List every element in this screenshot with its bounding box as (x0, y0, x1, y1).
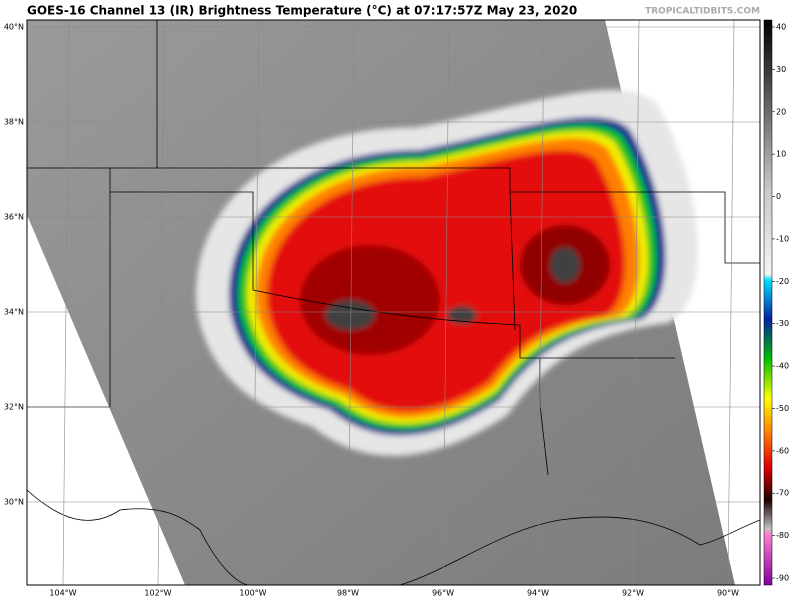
longitude-line (347, 20, 355, 585)
overshooting-top (447, 306, 477, 324)
colorbar-tick-label: -90 (776, 574, 789, 583)
longitude-label: 96°W (432, 589, 454, 598)
colorbar-tick-label: -70 (776, 489, 789, 498)
map-frame (26, 19, 761, 586)
colorbar-tick-label: 30 (776, 65, 786, 74)
latitude-label: 34°N (4, 308, 24, 317)
latitude-label: 30°N (4, 498, 24, 507)
latitude-label: 36°N (4, 213, 24, 222)
longitude-line (442, 20, 450, 585)
storm-complex (196, 89, 698, 456)
satellite-image (27, 20, 760, 585)
graticule (27, 20, 760, 585)
longitude-label: 104°W (49, 589, 76, 598)
colorbar (763, 19, 773, 586)
longitude-label: 94°W (527, 589, 549, 598)
colorbar-tick-label: 20 (776, 107, 786, 116)
title: GOES-16 Channel 13 (IR) Brightness Tempe… (27, 4, 577, 18)
watermark: TROPICALTIDBITS.COM (645, 7, 760, 17)
longitude-label: 92°W (622, 589, 644, 598)
colorbar-tick-label: -40 (776, 362, 789, 371)
colorbar-tick-label: -60 (776, 446, 789, 455)
longitude-label: 102°W (144, 589, 171, 598)
colorbar-tick-label: -10 (776, 234, 789, 243)
longitude-line (252, 20, 260, 585)
cold-core (300, 245, 440, 355)
colorbar-tick-label: 0 (776, 192, 781, 201)
longitude-label: 98°W (337, 589, 359, 598)
colorbar-tick-label: -50 (776, 404, 789, 413)
latitude-label: 38°N (4, 118, 24, 127)
longitude-line (727, 20, 735, 585)
longitude-line (537, 20, 545, 585)
colorbar-tick-label: -20 (776, 277, 789, 286)
colorbar-tick-label: -30 (776, 319, 789, 328)
longitude-label: 90°W (717, 589, 739, 598)
colorbar-tick-label: -80 (776, 531, 789, 540)
longitude-line (157, 20, 165, 585)
latitude-label: 32°N (4, 403, 24, 412)
longitude-label: 100°W (239, 589, 266, 598)
overshooting-top (550, 247, 580, 283)
longitude-line (632, 20, 640, 585)
latitude-label: 40°N (4, 23, 24, 32)
colorbar-tick-label: 10 (776, 150, 786, 159)
colorbar-tick-label: 40 (776, 23, 786, 32)
longitude-line (62, 20, 70, 585)
state-border (27, 167, 760, 264)
overshooting-top (325, 300, 375, 330)
coastline (27, 489, 760, 585)
